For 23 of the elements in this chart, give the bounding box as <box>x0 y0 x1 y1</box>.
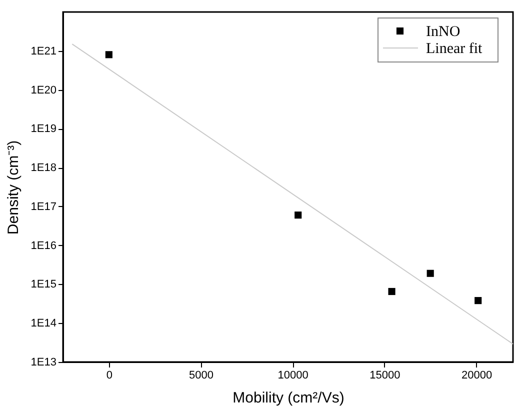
point <box>388 288 396 296</box>
x-tick-label: 5000 <box>189 370 214 382</box>
legend-label: Linear fit <box>426 41 484 57</box>
legend-label: InNO <box>426 24 460 40</box>
point <box>474 297 482 304</box>
y-tick-label: 1E21 <box>30 45 56 58</box>
y-tick-label: 1E14 <box>30 318 56 330</box>
y-tick-label: 1E13 <box>30 356 56 368</box>
x-tick-label: 0 <box>106 370 112 382</box>
x-axis-title: Mobility (cm²/Vs) <box>232 390 344 406</box>
y-tick-label: 1E20 <box>30 84 56 96</box>
y-tick-label: 1E15 <box>30 278 56 291</box>
x-tick-label: 20000 <box>461 370 492 382</box>
y-tick-label: 1E17 <box>30 200 56 213</box>
point <box>105 51 112 58</box>
y-tick-label: 1E18 <box>30 162 56 174</box>
point <box>294 212 302 219</box>
y-axis-title: Density (cm⁻³) <box>4 140 22 235</box>
y-tick-label: 1E19 <box>30 123 56 136</box>
y-tick-label: 1E16 <box>30 240 56 252</box>
x-tick-label: 10000 <box>278 370 308 382</box>
point <box>426 270 434 277</box>
x-tick-label: 15000 <box>370 370 400 382</box>
